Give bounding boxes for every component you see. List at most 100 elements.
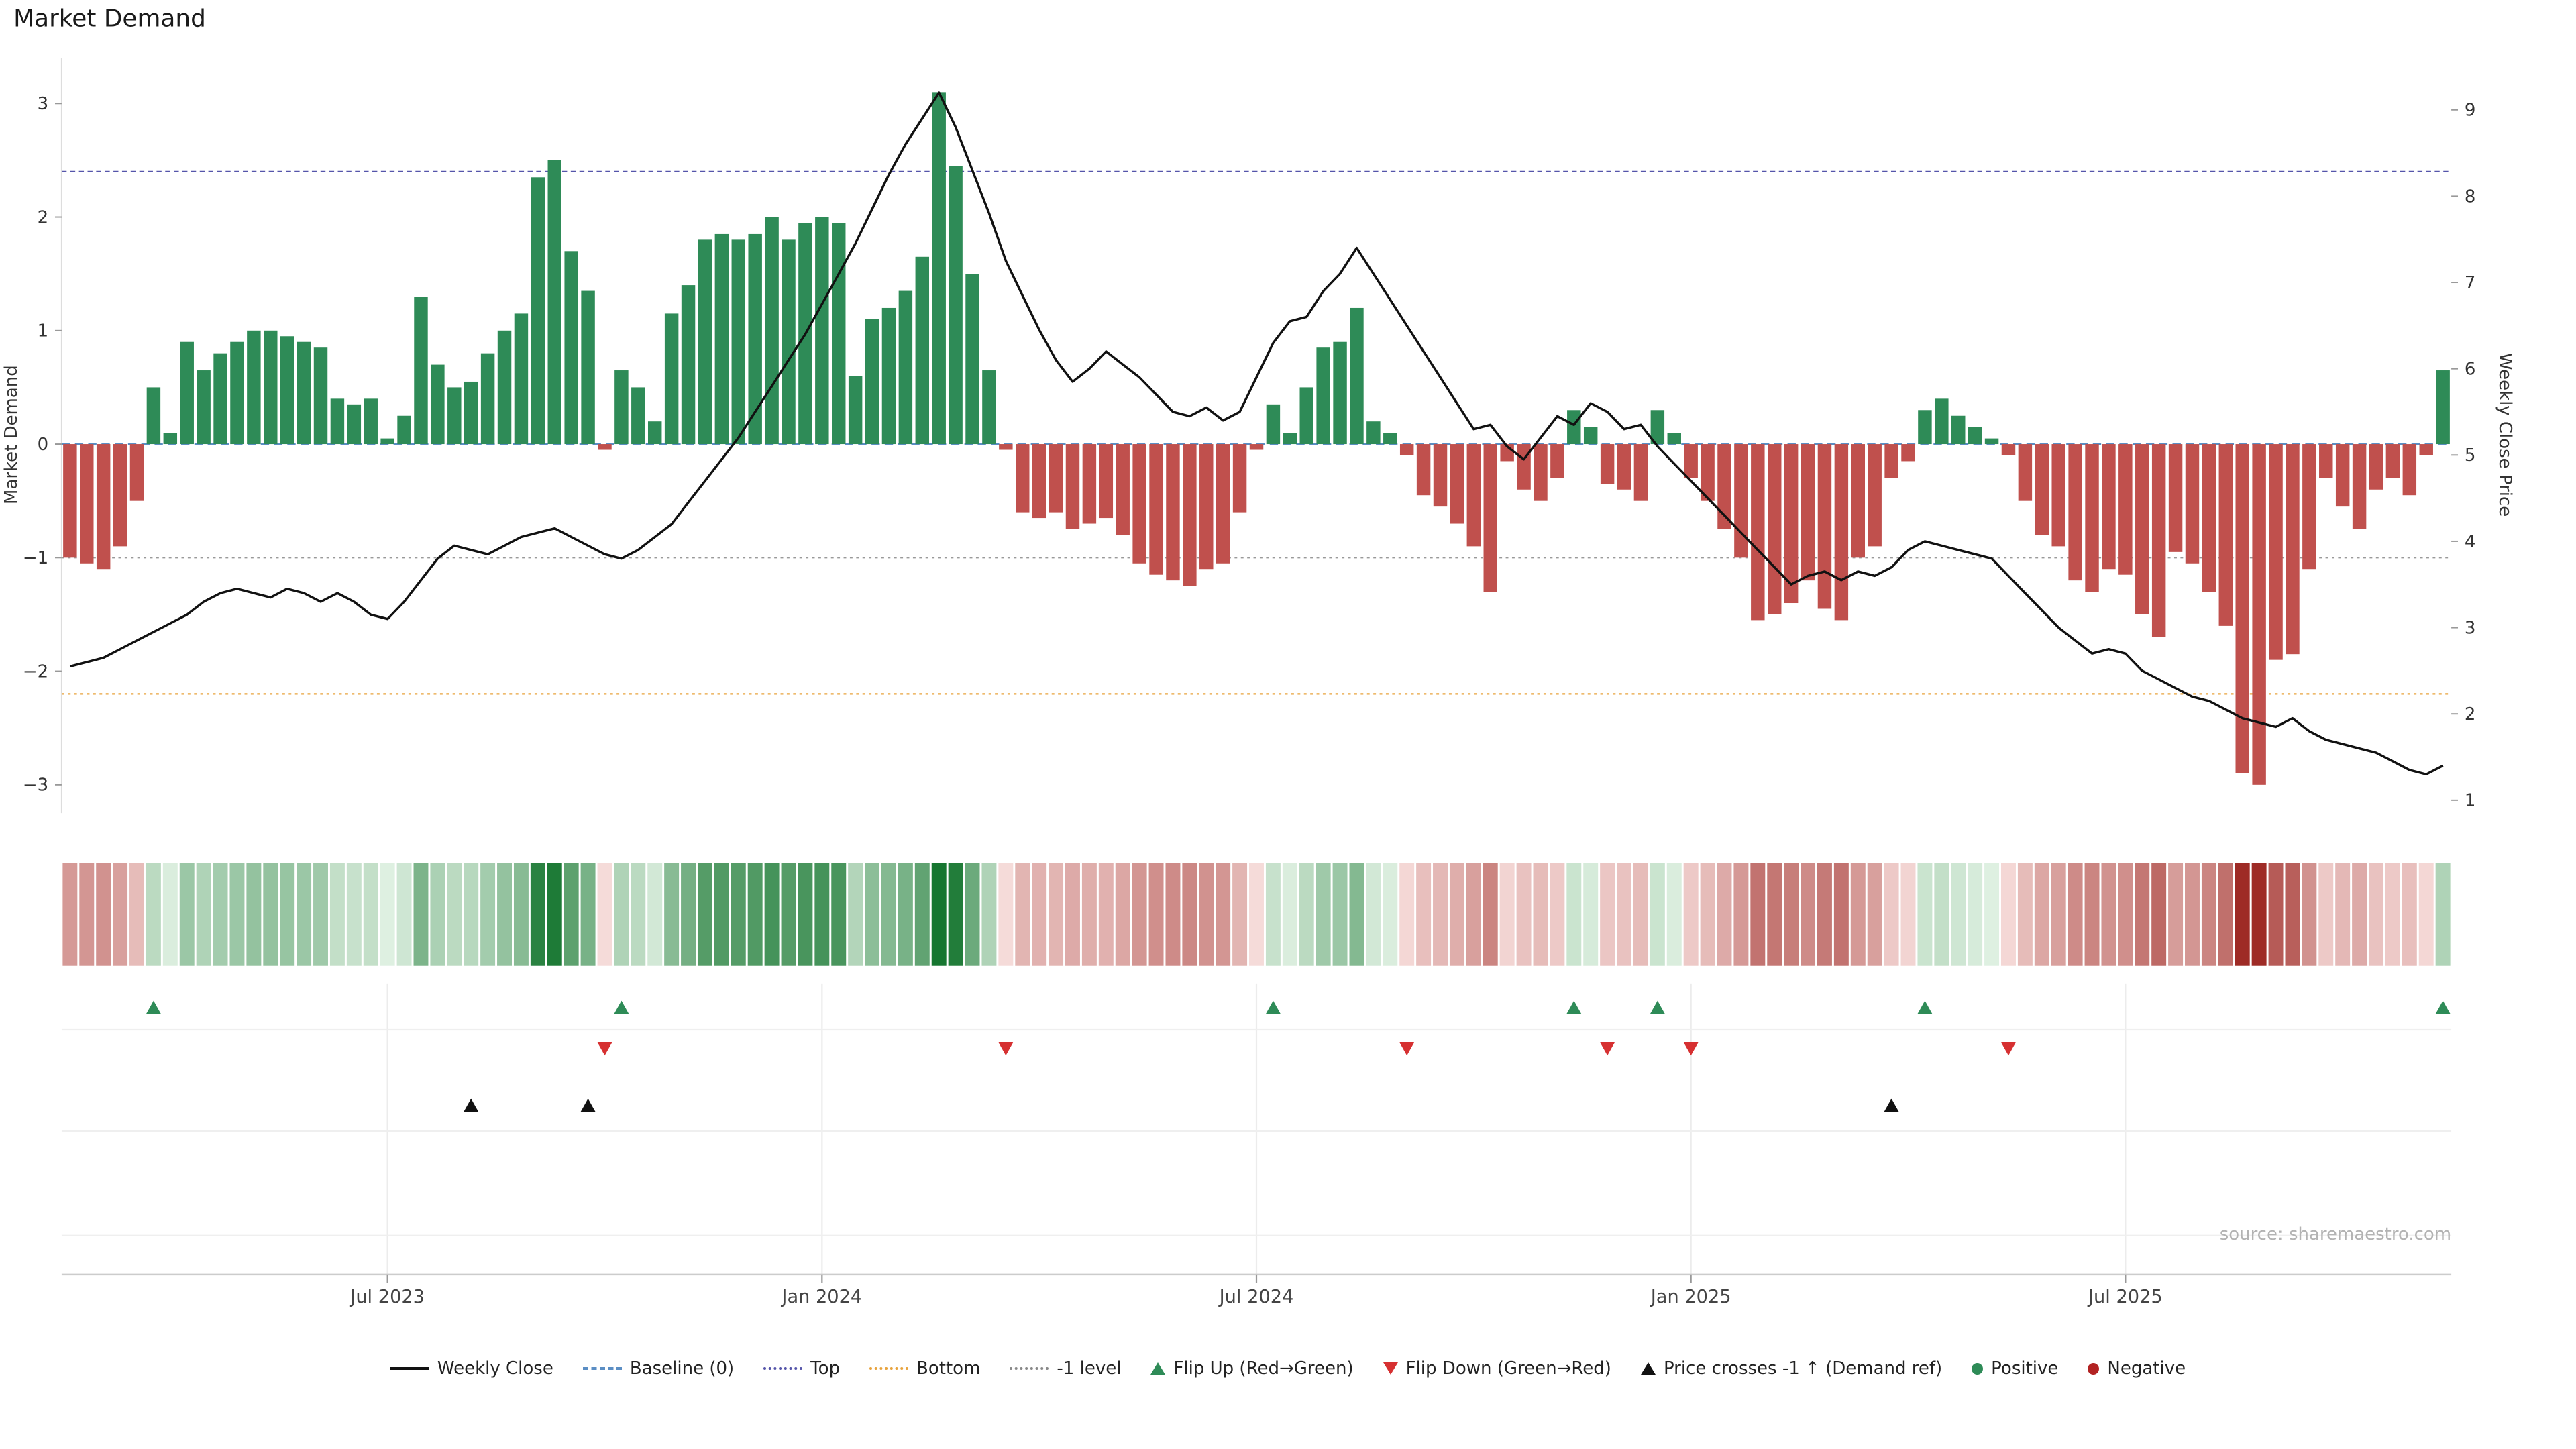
heatmap-cell: [2435, 863, 2451, 966]
heatmap-cell: [1065, 863, 1080, 966]
demand-bar: [1082, 444, 1097, 524]
heatmap-cell: [2302, 863, 2317, 966]
legend-marker-dots-icon: [1010, 1367, 1049, 1370]
demand-bar: [1633, 444, 1648, 501]
price-cross-marker: [1884, 1098, 1899, 1112]
heatmap-cell: [246, 863, 262, 966]
demand-bar: [1132, 444, 1146, 564]
heatmap-cell: [1767, 863, 1782, 966]
heatmap-cell: [2168, 863, 2184, 966]
demand-bar: [2235, 444, 2249, 773]
demand-bar: [965, 274, 979, 445]
demand-bar: [1299, 387, 1313, 445]
flip-down-marker: [1599, 1042, 1615, 1056]
heatmap-cell: [1366, 863, 1381, 966]
demand-bar: [1968, 427, 1982, 445]
demand-bar: [1249, 444, 1264, 450]
heatmap-cell: [280, 863, 295, 966]
demand-bar: [1801, 444, 1815, 581]
legend: Weekly Close Baseline (0) Top Bottom -1 leve…: [0, 1358, 2576, 1379]
heatmap-cell: [1049, 863, 1064, 966]
demand-bar: [581, 290, 595, 445]
demand-bar: [1483, 444, 1497, 592]
demand-bar: [1232, 444, 1247, 513]
legend-label: -1 level: [1057, 1358, 1122, 1379]
demand-bar: [2051, 444, 2065, 547]
right-tick-label: 8: [2465, 186, 2476, 207]
demand-bar: [1466, 444, 1481, 547]
demand-bar: [2385, 444, 2400, 478]
left-tick-label: −1: [23, 548, 48, 568]
heatmap-cell: [113, 863, 128, 966]
demand-bar: [1935, 398, 1949, 445]
legend-item: Baseline (0): [582, 1358, 734, 1379]
left-tick-label: −3: [23, 775, 48, 796]
flip-down-marker: [2000, 1042, 2017, 1056]
heatmap-cell: [1299, 863, 1314, 966]
heatmap-cell: [1550, 863, 1565, 966]
left-tick-label: 1: [38, 321, 49, 341]
heatmap-cell: [1784, 863, 1799, 966]
heatmap-cell: [313, 863, 328, 966]
demand-bar: [1984, 438, 1999, 445]
demand-bar: [815, 217, 829, 445]
demand-bar: [397, 415, 411, 445]
heatmap-cell: [464, 863, 479, 966]
heatmap-cell: [329, 863, 345, 966]
legend-label: Flip Down (Green→Red): [1405, 1358, 1611, 1379]
legend-marker-dot-icon: [1972, 1362, 1984, 1375]
heatmap-cell: [898, 863, 913, 966]
demand-bar: [681, 285, 696, 445]
flip-down-marker: [998, 1042, 1014, 1056]
demand-bar: [1851, 444, 1866, 558]
price-cross-marker: [580, 1098, 596, 1112]
heatmap-cell: [981, 863, 997, 966]
flip-up-marker: [614, 1000, 629, 1014]
demand-bar: [765, 217, 779, 445]
demand-bar: [197, 370, 211, 445]
demand-bar: [1701, 444, 1715, 501]
demand-bar: [1149, 444, 1163, 575]
demand-bar: [1183, 444, 1197, 586]
demand-bar: [1717, 444, 1731, 529]
right-tick-label: 7: [2465, 273, 2476, 293]
heatmap-cell: [1666, 863, 1682, 966]
heatmap-cell: [865, 863, 880, 966]
heatmap-cell: [1032, 863, 1047, 966]
right-tick-label: 1: [2465, 791, 2476, 811]
heatmap-cell: [1148, 863, 1164, 966]
heatmap-cell: [1717, 863, 1732, 966]
heatmap-cell: [2051, 863, 2066, 966]
heatmap-cell: [831, 863, 847, 966]
demand-bar: [347, 404, 362, 445]
demand-bar: [480, 353, 495, 445]
demand-bar: [1650, 410, 1665, 445]
demand-bar: [1600, 444, 1615, 484]
heatmap-cell: [380, 863, 395, 966]
x-tick-label: Jul 2025: [2087, 1287, 2163, 1307]
flip-down-marker: [1683, 1042, 1699, 1056]
heatmap-cell: [2017, 863, 2033, 966]
heatmap-cell: [697, 863, 712, 966]
demand-bar: [2185, 444, 2200, 564]
demand-bar: [297, 341, 311, 445]
heatmap-cell: [2335, 863, 2351, 966]
demand-bar: [848, 376, 863, 445]
heatmap-cell: [480, 863, 496, 966]
demand-bar: [1784, 444, 1799, 604]
heatmap-cell: [2000, 863, 2016, 966]
demand-bar: [80, 444, 94, 564]
heatmap-cell: [1383, 863, 1398, 966]
heatmap-cell: [1900, 863, 1916, 966]
heatmap-cell: [731, 863, 746, 966]
market-demand-chart: Market Demand Market Demand Weekly Close…: [1, 5, 2515, 1307]
demand-bar: [1116, 444, 1130, 535]
heatmap-cell: [1850, 863, 1866, 966]
left-tick-label: 3: [38, 94, 49, 114]
legend-label: Negative: [2107, 1358, 2186, 1379]
demand-bar: [2335, 444, 2350, 507]
heatmap-cell: [2352, 863, 2367, 966]
demand-bar: [2369, 444, 2383, 490]
demand-bar: [898, 290, 913, 445]
heatmap-cell: [1633, 863, 1648, 966]
